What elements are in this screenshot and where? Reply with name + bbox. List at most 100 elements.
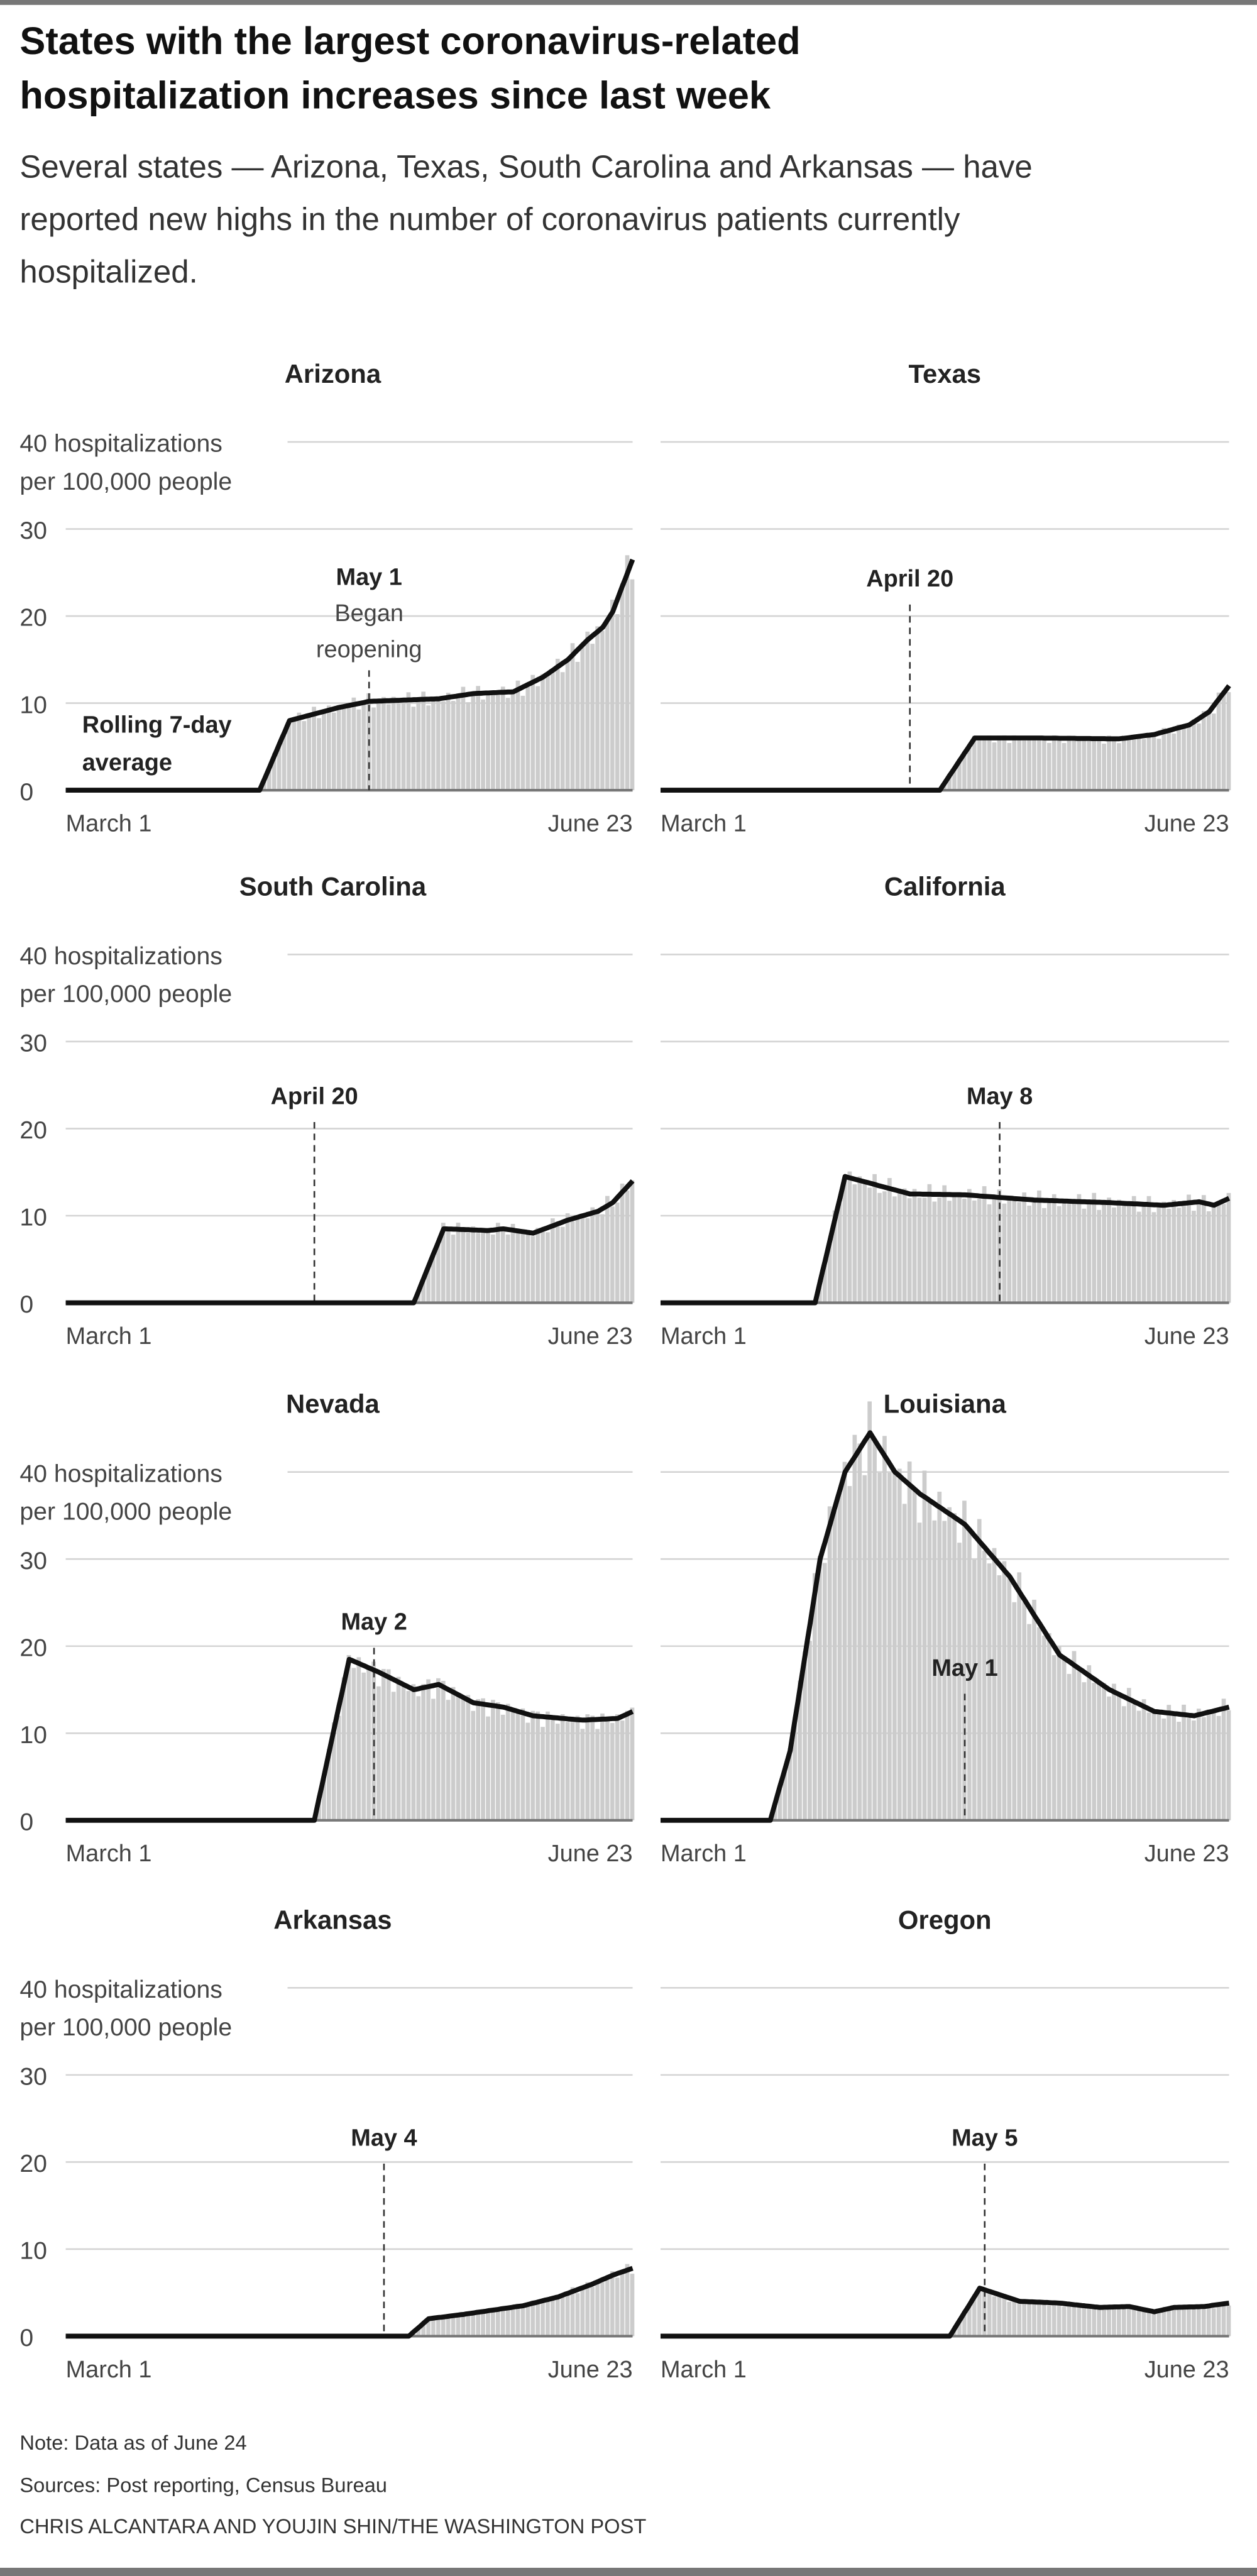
bar [505,1234,510,1303]
bar [476,686,481,791]
bar [992,1199,997,1303]
bar [912,1189,917,1303]
bar [1107,1696,1111,1820]
bar [282,731,287,791]
x-axis-end-label: June 23 [1144,810,1229,837]
legend-rolling-average-label: Rolling 7-day [82,712,232,739]
bar [1136,734,1141,791]
bar [997,1189,1002,1303]
y-axis-unit-label-2: per 100,000 people [19,468,232,495]
bar [1062,1198,1067,1303]
bar [1216,692,1221,791]
bar [520,1233,525,1303]
bar [1046,742,1051,791]
bar [1002,1203,1007,1303]
subtitle-line-3: hospitalized. [19,254,197,290]
bar [1037,737,1041,791]
bar [590,1715,595,1820]
bar [842,1179,847,1303]
bar [1221,1698,1226,1820]
panel-title: Oregon [898,1905,992,1934]
bar [1141,1699,1146,1820]
bar [426,705,431,791]
bar [491,2309,495,2337]
bar [1206,709,1211,791]
bar [872,1439,877,1820]
bar [1017,1572,1022,1820]
bar [1022,740,1026,791]
bar [570,2287,575,2337]
bar [341,1677,346,1820]
y-tick-label: 0 [19,2325,33,2352]
y-tick-label: 30 [19,2064,47,2091]
x-axis-end-label: June 23 [548,810,633,837]
bar [1022,1602,1026,1820]
bar [987,2289,992,2337]
bar [1046,2305,1051,2337]
bar [541,1727,545,1820]
bar [1002,735,1007,791]
bar [546,674,550,791]
bar [1037,1627,1041,1820]
bar [1097,1683,1102,1820]
bar [1092,737,1097,791]
bar [1221,1204,1226,1303]
subtitle-line-2: reported new highs in the number of coro… [19,201,960,237]
bar [1226,1192,1231,1303]
chart-title-line-2: hospitalization increases since last wee… [19,74,771,118]
bar [515,2303,520,2337]
bar [500,686,505,791]
bar [957,759,962,791]
bar [1107,735,1111,791]
bar [421,1279,425,1303]
panel-south-carolina: South Carolina 40 hospitalizations per 100… [19,871,635,1350]
bar [997,1575,1002,1820]
bar [967,748,972,791]
bar [471,1710,476,1820]
footer-sources: Sources: Post reporting, Census Bureau [19,2474,387,2497]
bar [322,712,326,791]
annotation-date-label: May 1 [931,1655,997,1682]
bar [962,2311,967,2337]
bar [267,767,272,791]
y-tick-label: 10 [19,1204,47,1231]
bar [947,774,952,791]
bar [832,1511,837,1820]
bar [510,1223,515,1303]
annotation-date-label: May 5 [952,2125,1018,2151]
bar [610,600,615,791]
legend-rolling-average-label-2: average [82,750,172,776]
bar [620,583,625,791]
bar [481,699,485,791]
bar [1182,1704,1186,1820]
bar [992,2296,997,2337]
bar [1226,692,1231,791]
bar [957,1192,962,1303]
bar [1082,1682,1087,1820]
bar [1197,723,1201,791]
bar [1146,732,1151,791]
bar [932,1201,937,1303]
bar [1126,737,1131,791]
bar [942,1521,947,1820]
bar [1201,711,1206,791]
bar [292,721,297,791]
bar [560,1226,565,1303]
bar [917,1197,922,1303]
bar [351,697,356,791]
bar [1121,735,1126,791]
bar [1037,2302,1041,2337]
bar [1161,1201,1166,1303]
y-axis-unit-label: 40 hospitalizations [19,431,222,458]
panel-title: Arizona [285,359,381,388]
x-axis-start-label: March 1 [66,1841,152,1867]
bar [1007,2301,1012,2337]
bar [446,1700,451,1820]
bar [1042,1636,1046,1820]
bar [1201,1717,1206,1820]
bar [551,1218,555,1303]
bar [575,1715,580,1820]
x-axis-end-label: June 23 [548,1841,633,1867]
y-axis-unit-label-2: per 100,000 people [19,981,232,1008]
bar [882,1436,887,1820]
